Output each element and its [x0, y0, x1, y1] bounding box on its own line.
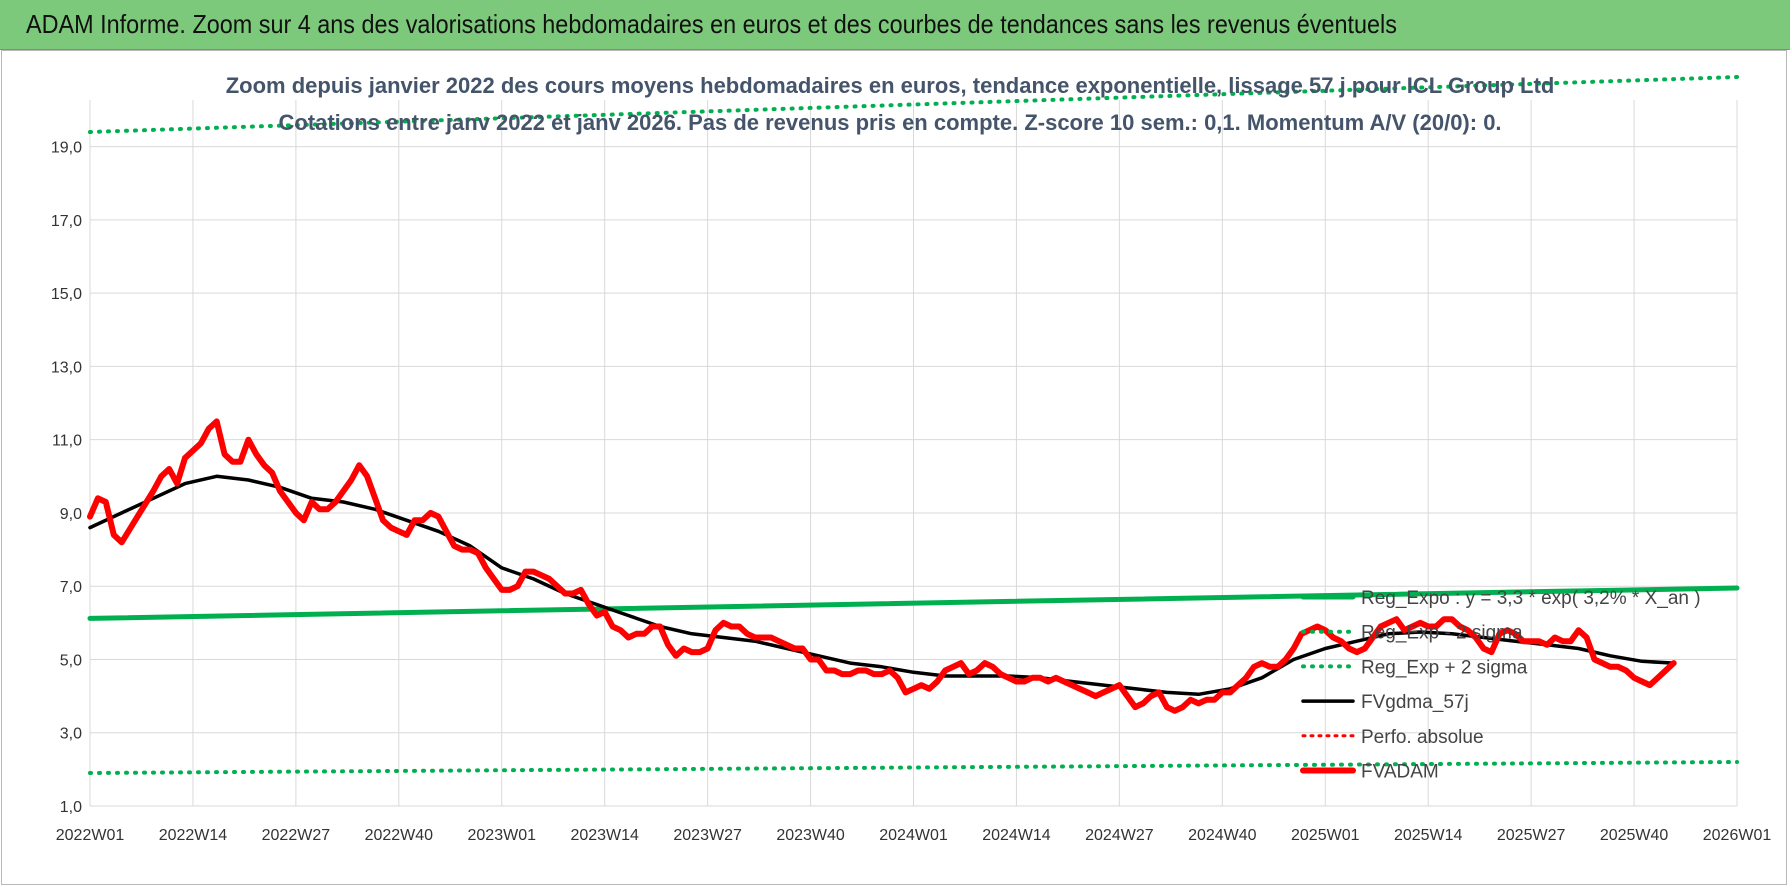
report-banner: ADAM Informe. Zoom sur 4 ans des valoris…: [0, 0, 1790, 50]
x-tick-label: 2024W14: [982, 827, 1051, 844]
x-tick-label: 2023W27: [673, 827, 742, 844]
chart-subtitle: Cotations entre janv 2022 et janv 2026. …: [278, 110, 1501, 135]
x-tick-label: 2022W27: [262, 827, 331, 844]
chart-frame: [1, 50, 1787, 885]
x-axis-ticks: 2022W01 2022W14 2022W27 2022W40 2023W01 2023W…: [56, 827, 1772, 844]
chart-legend: Reg_Expo : y = 3,3 * exp( 3,2% * X_an ) R…: [1300, 588, 1701, 783]
x-tick-label: 2025W40: [1600, 827, 1669, 844]
series-line: [87, 585, 1740, 621]
legend-label: Reg_Exp - 2 sigma: [1361, 623, 1523, 644]
y-tick-label: 19,0: [51, 140, 82, 157]
y-tick-label: 15,0: [51, 286, 82, 303]
x-tick-label: 2025W14: [1394, 827, 1463, 844]
y-tick-label: 7,0: [60, 579, 82, 596]
legend-label: Perfo. absolue: [1361, 727, 1484, 748]
y-tick-label: 1,0: [60, 799, 82, 816]
y-tick-label: 17,0: [51, 213, 82, 230]
x-tick-label: 2025W27: [1497, 827, 1566, 844]
x-tick-label: 2024W01: [879, 827, 948, 844]
series-line: [88, 474, 1676, 697]
legend-label: FVADAM: [1361, 762, 1439, 783]
x-tick-label: 2022W14: [159, 827, 228, 844]
x-tick-label: 2022W40: [365, 827, 434, 844]
x-tick-label: 2023W14: [570, 827, 639, 844]
x-tick-label: 2026W01: [1703, 827, 1772, 844]
y-tick-label: 3,0: [60, 726, 82, 743]
chart-series: [87, 75, 1740, 775]
legend-label: FVgdma_57j: [1361, 692, 1469, 713]
chart-title: Zoom depuis janvier 2022 des cours moyen…: [226, 73, 1555, 98]
chart-grid: [89, 100, 1738, 807]
x-tick-label: 2024W27: [1085, 827, 1154, 844]
series-line: [87, 418, 1677, 714]
y-tick-label: 9,0: [60, 506, 82, 523]
y-tick-label: 5,0: [60, 652, 82, 669]
y-axis-ticks: 1,0 3,0 5,0 7,0 9,0 11,0 13,0 15,0 17,0 19,0: [51, 140, 82, 816]
y-tick-label: 13,0: [51, 359, 82, 376]
y-tick-label: 11,0: [52, 433, 82, 450]
report-title: ADAM Informe. Zoom sur 4 ans des valoris…: [26, 9, 1397, 39]
x-tick-label: 2024W40: [1188, 827, 1257, 844]
x-tick-label: 2023W01: [468, 827, 537, 844]
legend-label: Reg_Exp + 2 sigma: [1361, 657, 1528, 678]
legend-label: Reg_Expo : y = 3,3 * exp( 3,2% * X_an ): [1361, 588, 1701, 609]
x-tick-label: 2022W01: [56, 827, 125, 844]
x-tick-label: 2023W40: [776, 827, 845, 844]
x-tick-label: 2025W01: [1291, 827, 1360, 844]
